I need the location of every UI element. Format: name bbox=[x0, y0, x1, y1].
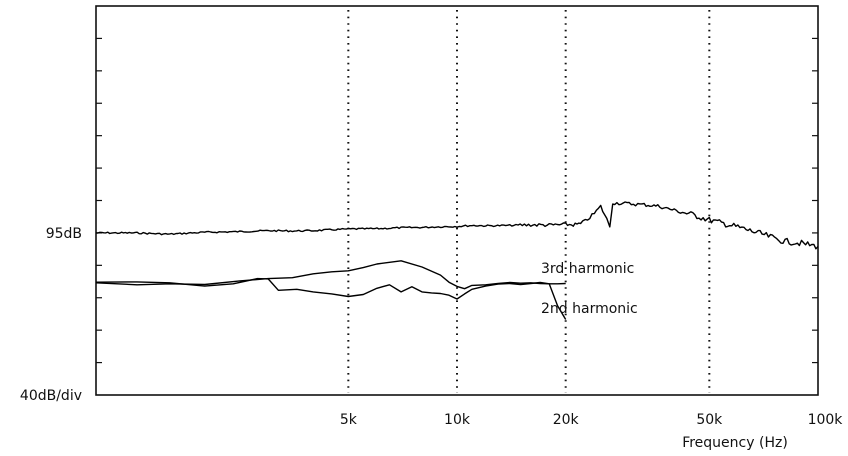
vertical-grid-lines bbox=[347, 10, 711, 393]
y-labels: 95dB 40dB/div bbox=[20, 226, 82, 404]
x-tick-label: 50k bbox=[696, 412, 723, 428]
label-3rd-harmonic: 3rd harmonic bbox=[541, 261, 634, 277]
series-line-response bbox=[95, 201, 819, 250]
x-tick-label: 20k bbox=[553, 412, 580, 428]
x-axis-title: Frequency (Hz) bbox=[682, 435, 788, 451]
x-tick-label: 100k bbox=[808, 412, 844, 428]
series-line-2nd-harmonic bbox=[95, 277, 567, 320]
y-label: 95dB bbox=[46, 226, 82, 242]
x-tick-label: 10k bbox=[444, 412, 471, 428]
x-tick-labels: 5k 10k 20k 50k 100k bbox=[340, 412, 843, 428]
series-lines bbox=[95, 201, 819, 320]
label-2nd-harmonic: 2nd harmonic bbox=[541, 301, 638, 317]
x-tick-label: 5k bbox=[340, 412, 358, 428]
series-annotations: 3rd harmonic 2nd harmonic bbox=[541, 261, 638, 317]
y-label: 40dB/div bbox=[20, 388, 82, 404]
